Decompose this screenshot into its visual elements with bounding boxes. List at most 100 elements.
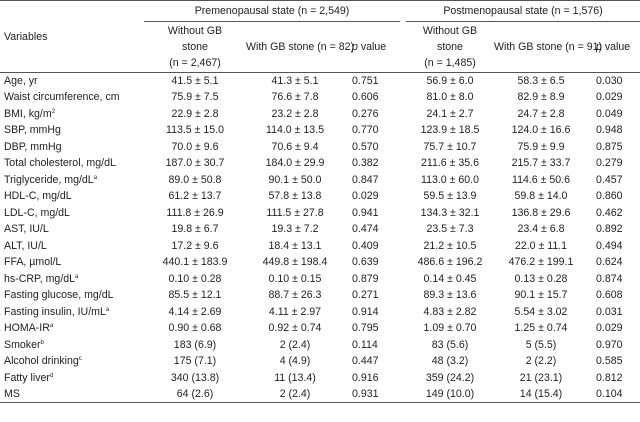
post-pvalue: 0.874	[596, 272, 623, 285]
post-without-value: 21.2 ± 10.5	[423, 239, 477, 252]
pre-with-value: 19.3 ± 7.2	[271, 223, 319, 236]
group-gap	[400, 386, 406, 403]
pre-pvalue: 0.570	[352, 140, 379, 153]
variable-label: FFA, µmol/L	[0, 254, 144, 271]
table-row: DBP, mmHg 70.0 ± 9.6 70.6 ± 9.4 0.570 75.7 ±…	[0, 139, 640, 156]
pre-pvalue: 0.271	[352, 289, 379, 302]
post-with-value: 82.9 ± 8.9	[517, 91, 565, 104]
table-row: Age, yr 41.5 ± 5.1 41.3 ± 5.1 0.751 56.9 ± 6…	[0, 73, 640, 90]
pre-without-gb-header: Without GB stone (n = 2,467)	[144, 21, 246, 73]
post-pvalue: 0.462	[596, 206, 623, 219]
post-without-value: 0.14 ± 0.45	[423, 272, 477, 285]
post-with-value: 21 (23.1)	[519, 371, 563, 384]
pre-without-line-1: Without GB	[167, 25, 223, 37]
pre-pvalue: 0.914	[352, 305, 379, 318]
pre-without-value: 0.10 ± 0.28	[168, 272, 222, 285]
post-pvalue: 0.608	[596, 289, 623, 302]
variable-text: Total cholesterol, mg/dL	[4, 157, 116, 170]
variable-label: SBP, mmHg	[0, 122, 144, 139]
post-with-value: 5 (5.5)	[525, 338, 557, 351]
variable-label: Age, yr	[0, 73, 144, 90]
variable-label: HOMA-IRa	[0, 320, 144, 337]
post-without-value: 149 (10.0)	[406, 386, 494, 403]
pre-pvalue: 0.916	[352, 371, 379, 384]
table-row: Fasting insulin, IU/mLa 4.14 ± 2.69 4.11 ±…	[0, 304, 640, 321]
pre-with-value: 11 (13.4)	[274, 371, 316, 384]
pre-pvalue-rest: value	[357, 41, 387, 53]
post-pvalue: 0.948	[596, 124, 623, 137]
post-without-value: 211.6 ± 35.6	[420, 157, 480, 170]
pre-without-value: 111.8 ± 26.9	[166, 206, 224, 219]
variable-label: BMI, kg/m2	[0, 106, 144, 123]
variable-label: hs-CRP, mg/dLa	[0, 271, 144, 288]
post-pvalue-rest: value	[601, 41, 631, 53]
post-pvalue: 0.970	[596, 338, 623, 351]
variable-label: Fasting glucose, mg/dL	[0, 287, 144, 304]
post-without-line-2: stone	[437, 41, 463, 53]
footnote-marker: a	[49, 323, 54, 330]
pre-with-value: 90.1 ± 50.0	[268, 173, 322, 186]
pre-pvalue: 0.847	[352, 173, 379, 186]
pre-with-value: 4 (4.9)	[279, 355, 311, 368]
pre-with-value: 18.4 ± 13.1	[268, 239, 322, 252]
post-without-value: 24.1 ± 2.7	[426, 107, 474, 120]
table-row: MS 64 (2.6) 2 (2.4) 0.931 149 (10.0) 14 (15.4…	[0, 386, 640, 403]
table-row: SBP, mmHg 113.5 ± 15.0 114.0 ± 13.5 0.770 12…	[0, 122, 640, 139]
pre-with-value: 184.0 ± 29.9	[265, 157, 325, 170]
post-pvalue: 0.860	[596, 190, 623, 203]
pre-without-value: 113.5 ± 15.0	[165, 124, 225, 137]
post-without-value: 23.5 ± 7.3	[426, 223, 474, 236]
pre-without-value: 183 (6.9)	[173, 338, 217, 351]
pre-pvalue: 0.931	[344, 386, 400, 403]
variable-text: Smoker	[4, 338, 41, 351]
variable-text: ALT, IU/L	[4, 239, 47, 252]
variable-label: HDL-C, mg/dL	[0, 188, 144, 205]
post-with-value: 2 (2.2)	[525, 355, 557, 368]
post-pvalue: 0.049	[596, 107, 623, 120]
variable-label: AST, IU/L	[0, 221, 144, 238]
post-with-value: 1.25 ± 0.74	[514, 322, 568, 335]
pre-without-value: 22.9 ± 2.8	[171, 107, 219, 120]
pre-with-value: 76.6 ± 7.8	[271, 91, 319, 104]
footnote-marker: 2	[51, 108, 56, 115]
pre-with-value: 57.8 ± 13.8	[268, 190, 322, 203]
variable-label: Alcohol drinkingc	[0, 353, 144, 370]
post-pvalue: 0.029	[596, 91, 623, 104]
variable-text: BMI, kg/m	[4, 107, 52, 120]
variable-text: LDL-C, mg/dL	[4, 206, 70, 219]
table-row: LDL-C, mg/dL 111.8 ± 26.9 111.5 ± 27.8 0.94…	[0, 205, 640, 222]
pre-without-value: 4.14 ± 2.69	[168, 305, 222, 318]
pre-without-value: 61.2 ± 13.7	[168, 190, 222, 203]
pre-pvalue: 0.447	[352, 355, 379, 368]
pre-without-line-2: stone	[182, 41, 208, 53]
pre-with-value: 0.10 ± 0.15	[268, 272, 322, 285]
pre-without-value: 75.9 ± 7.5	[171, 91, 219, 104]
variable-label: MS	[0, 386, 144, 403]
pre-pvalue: 0.382	[352, 157, 379, 170]
post-with-value: 90.1 ± 15.7	[514, 289, 568, 302]
variables-header: Variables	[0, 0, 144, 73]
post-pvalue: 0.875	[596, 140, 623, 153]
table-row: Fasting glucose, mg/dL 85.5 ± 12.1 88.7 ± …	[0, 287, 640, 304]
post-with-value: 215.7 ± 33.7	[511, 157, 571, 170]
premenopausal-group-header: Premenopausal state (n = 2,549)	[144, 0, 400, 22]
footnote-marker: a	[105, 306, 110, 313]
pre-without-value: 17.2 ± 9.6	[171, 239, 219, 252]
post-without-value: 123.9 ± 18.5	[420, 124, 480, 137]
post-pvalue: 0.104	[588, 386, 640, 403]
post-pvalue-p: p	[596, 41, 602, 53]
variable-text: Triglyceride, mg/dL	[4, 173, 94, 186]
variable-text: FFA, µmol/L	[4, 256, 62, 269]
post-with-value: 0.13 ± 0.28	[514, 272, 568, 285]
post-pvalue: 0.585	[596, 355, 623, 368]
table-body: Age, yr 41.5 ± 5.1 41.3 ± 5.1 0.751 56.9 ± 6…	[0, 73, 640, 403]
variable-label: DBP, mmHg	[0, 139, 144, 156]
variable-text: HOMA-IR	[4, 322, 50, 335]
post-pvalue-header: p value	[588, 21, 640, 73]
post-pvalue: 0.029	[596, 322, 623, 335]
post-without-line-1: Without GB	[422, 25, 478, 37]
post-with-value: 75.9 ± 9.9	[517, 140, 565, 153]
post-with-value: 5.54 ± 3.02	[514, 305, 568, 318]
table-row: ALT, IU/L 17.2 ± 9.6 18.4 ± 13.1 0.409 21.2 …	[0, 238, 640, 255]
pre-pvalue: 0.879	[352, 272, 379, 285]
